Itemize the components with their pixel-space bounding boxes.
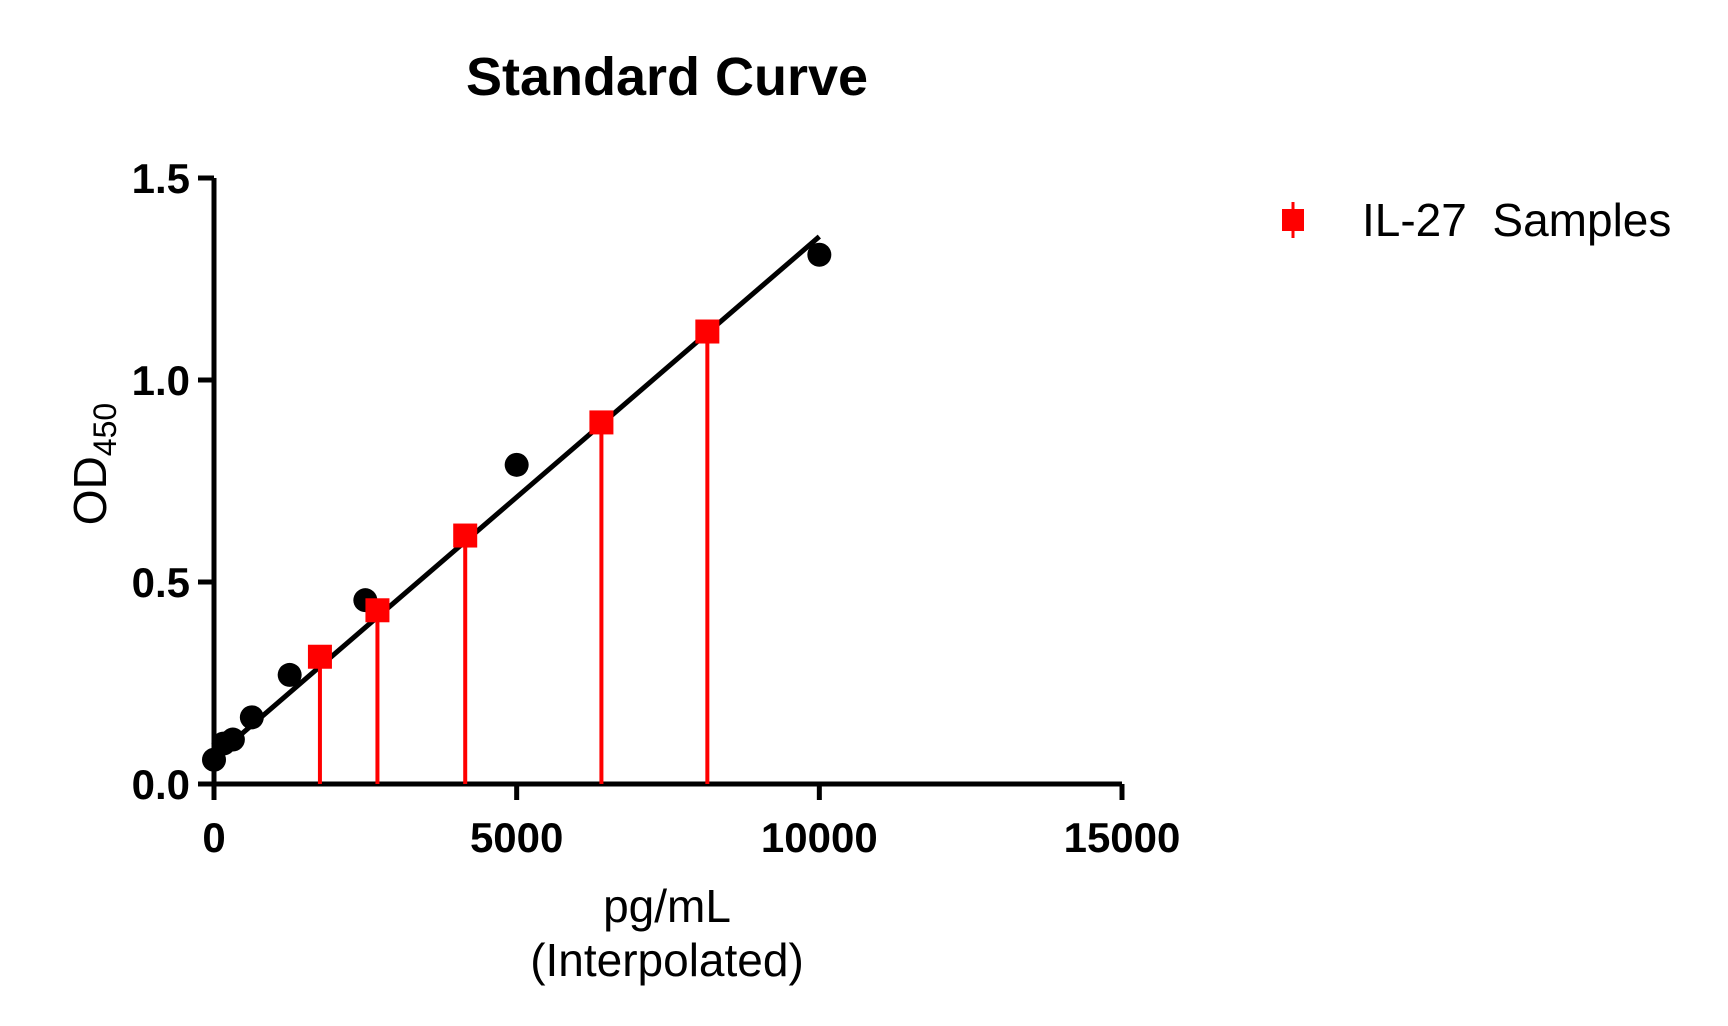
y-axis-label: OD450: [64, 403, 123, 525]
fit-line-layer: [212, 234, 821, 760]
legend-marker: [1282, 209, 1304, 231]
x-axis-label-sub: (Interpolated): [530, 934, 804, 986]
y-tick-label: 1.0: [132, 357, 190, 404]
standard-point: [220, 727, 245, 752]
standard-point: [807, 242, 832, 267]
sample-point: [695, 319, 720, 344]
legend: IL-27 Samples: [1282, 194, 1671, 246]
axes: 0 5000 10000 15000 0.0 0.5 1.0 1.5: [132, 155, 1181, 861]
y-tick-label: 1.5: [132, 155, 190, 202]
sample-point: [453, 523, 478, 548]
x-tick-label: 5000: [470, 814, 563, 861]
standard-point: [239, 705, 264, 730]
x-tick-label: 0: [202, 814, 225, 861]
sample-point: [589, 410, 614, 435]
standard-point: [504, 452, 529, 477]
y-axis-label-main: OD: [64, 456, 116, 525]
x-axis-label: pg/mL: [603, 880, 731, 932]
fit-line: [212, 234, 821, 760]
svg-text:OD450: OD450: [64, 403, 123, 525]
y-axis-label-subscript: 450: [87, 403, 123, 456]
x-tick-label: 15000: [1064, 814, 1181, 861]
y-tick-label: 0.5: [132, 559, 190, 606]
x-tick-label: 10000: [761, 814, 878, 861]
drop-lines-layer: [317, 331, 710, 784]
sample-point: [365, 598, 390, 623]
y-tick-label: 0.0: [132, 761, 190, 808]
points-layer: [202, 242, 832, 772]
standard-point: [277, 662, 302, 687]
legend-label-il27-samples: IL-27 Samples: [1362, 194, 1671, 246]
chart-title: Standard Curve: [466, 47, 868, 107]
sample-point: [307, 644, 332, 669]
